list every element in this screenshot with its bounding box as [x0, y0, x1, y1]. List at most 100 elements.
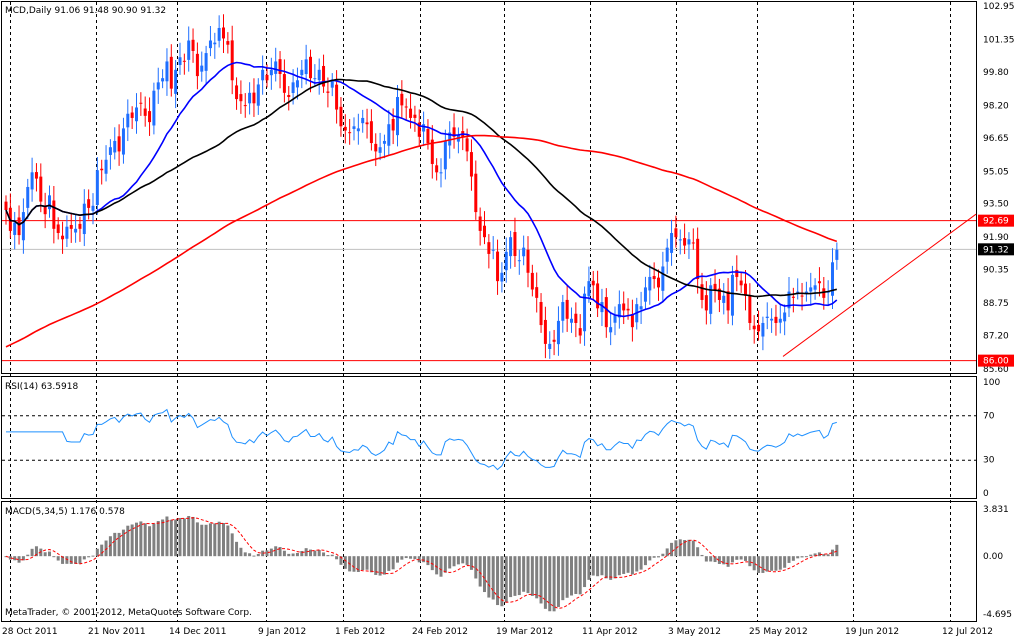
candle-body [43, 205, 47, 215]
macd-bar [761, 556, 765, 573]
candle-body [52, 200, 56, 229]
candle-body [787, 291, 791, 309]
macd-bar [552, 556, 556, 612]
candle-body [678, 239, 682, 241]
macd-bar [396, 556, 399, 563]
candle-body [282, 74, 286, 93]
macd-bar [539, 556, 543, 604]
time-tick-label: 25 May 2012 [749, 627, 808, 637]
macd-bar [252, 555, 256, 557]
macd-bar [831, 549, 834, 557]
candle-body [744, 283, 747, 296]
candle-body [831, 262, 834, 296]
candle-body [161, 78, 165, 82]
macd-bar [8, 556, 12, 560]
candle-body [339, 106, 343, 127]
candle-body [382, 140, 386, 144]
price-tags: 92.69 86.00 91.32 [978, 214, 1014, 367]
trendline [782, 213, 977, 357]
rsi-tick-label: 0 [983, 489, 989, 499]
macd-bar [556, 556, 560, 607]
candle-body [226, 41, 230, 45]
candle-body [661, 266, 665, 291]
macd-bar [91, 555, 95, 557]
candle-body [348, 132, 352, 134]
candle-body [30, 172, 34, 190]
macd-bar [52, 556, 56, 558]
candle-body [317, 69, 321, 81]
macd-bar [335, 556, 339, 560]
candle-body [17, 217, 21, 236]
candle-body [465, 138, 469, 152]
macd-bar [248, 553, 252, 557]
macd-bar [295, 552, 299, 557]
macd-bar [304, 548, 308, 557]
candle-body [426, 128, 430, 144]
macd-bar [448, 556, 452, 569]
macd-bar [204, 524, 208, 557]
candle-body [687, 239, 691, 245]
macd-bar [265, 550, 269, 557]
macd-bar [739, 556, 743, 560]
candle-body [387, 124, 391, 146]
macd-bar [604, 556, 608, 579]
macd-bar [34, 546, 38, 557]
macd-bar [61, 556, 65, 564]
macd-bar [356, 556, 360, 572]
candle-body [583, 293, 587, 332]
candle-body [56, 224, 60, 234]
candle-body [121, 128, 125, 155]
candle-body [548, 343, 552, 349]
macd-bar [100, 544, 104, 557]
candle-body [496, 251, 500, 282]
macd-bar [704, 556, 708, 562]
macd-bar [152, 523, 156, 557]
macd-bar [522, 556, 526, 592]
candle-body [422, 124, 426, 132]
macd-bar [609, 556, 613, 580]
macd-bar [565, 556, 569, 598]
candle-body [487, 242, 491, 254]
candle-body [543, 319, 547, 344]
candle-body [195, 53, 199, 77]
candle-body [187, 40, 191, 60]
candle-body [396, 97, 399, 136]
macd-bar [657, 556, 660, 558]
candle-body [439, 172, 443, 174]
macd-bar [430, 556, 434, 571]
candle-body [622, 303, 626, 311]
macd-bar [687, 539, 691, 557]
candle-body [335, 84, 339, 110]
macd-bar [282, 550, 286, 557]
macd-bar [108, 536, 112, 557]
candle-body [222, 27, 225, 39]
macd-bar [382, 556, 386, 575]
rsi-panel: 100 70 30 0 [2, 378, 1000, 499]
macd-bar [474, 556, 478, 579]
candle-body [174, 69, 178, 94]
macd-bar [422, 556, 426, 563]
candle-body [74, 228, 78, 233]
candle-body [404, 106, 408, 108]
time-tick-label: 11 Apr 2012 [582, 627, 638, 637]
candle-body [500, 272, 504, 282]
candle-body [556, 320, 560, 345]
candle-body [613, 314, 617, 323]
moving-average-lines [5, 61, 838, 348]
macd-bar [709, 556, 713, 562]
macd-bar [483, 556, 486, 593]
macd-bar [187, 516, 191, 557]
candle-body [69, 224, 73, 229]
macd-bar [461, 556, 465, 564]
price-axis: 102.95 101.35 99.80 98.20 96.65 95.05 93.50 91.… [983, 2, 1015, 375]
candle-body [504, 251, 508, 271]
candle-body [696, 238, 700, 280]
candle-body [804, 291, 808, 294]
macd-bar [513, 556, 517, 596]
candle-body [191, 39, 195, 51]
macd-bar [222, 523, 225, 557]
candle-body [765, 316, 769, 318]
candle-body [800, 295, 804, 297]
